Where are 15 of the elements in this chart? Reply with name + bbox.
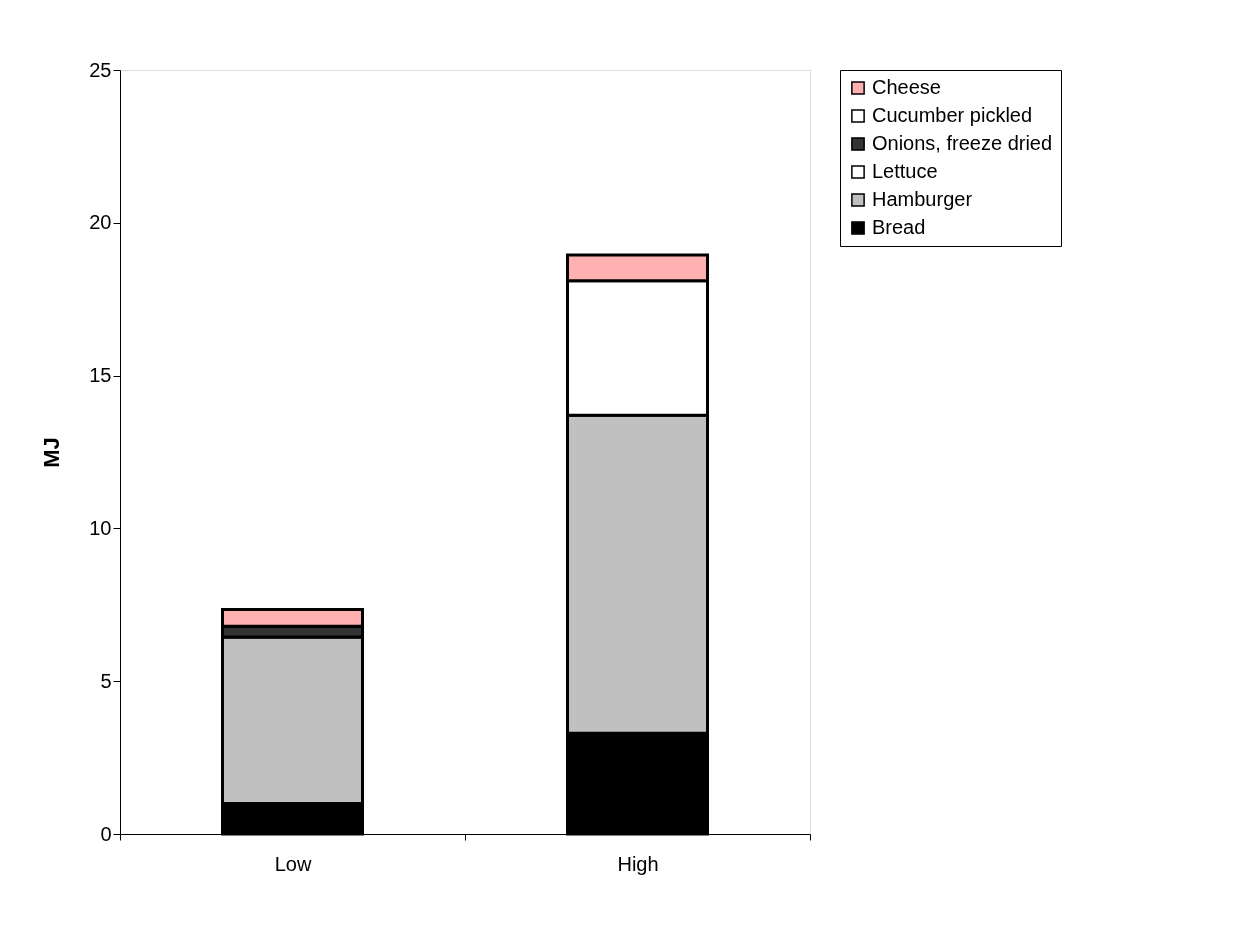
y-tick-label: 25 bbox=[89, 58, 112, 81]
legend-label: Bread bbox=[872, 216, 926, 238]
y-tick-label: 15 bbox=[89, 364, 112, 387]
y-tick-label: 5 bbox=[100, 669, 112, 692]
y-axis-title: MJ bbox=[39, 437, 65, 468]
x-tick-label: High bbox=[617, 852, 659, 875]
y-tick-label: 20 bbox=[89, 211, 112, 234]
y-tick-label: 10 bbox=[89, 516, 112, 539]
legend-label: Onions, freeze dried bbox=[872, 132, 1053, 154]
legend-label: Cheese bbox=[872, 76, 941, 98]
y-tick-label: 0 bbox=[100, 822, 112, 845]
legend-label: Lettuce bbox=[872, 160, 938, 182]
legend-label: Hamburger bbox=[872, 188, 973, 210]
legend-label: Cucumber pickled bbox=[872, 104, 1033, 126]
x-tick-label: Low bbox=[274, 852, 312, 875]
